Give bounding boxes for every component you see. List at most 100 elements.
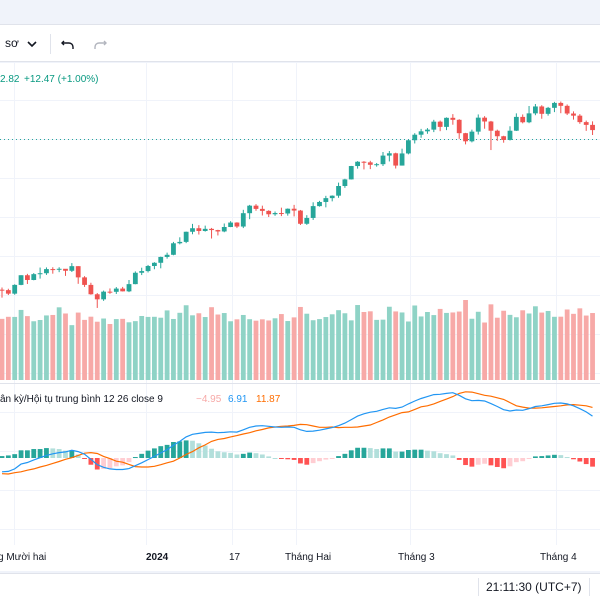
- candle-body: [145, 266, 151, 272]
- macd-histogram-bar: [88, 458, 94, 465]
- macd-histogram-bar: [113, 458, 119, 467]
- volume-bar: [234, 319, 240, 380]
- volume-bar: [571, 313, 576, 380]
- volume-bar: [56, 307, 62, 380]
- candle-body: [291, 208, 297, 211]
- candle-body: [406, 140, 411, 154]
- macd-histogram-bar: [202, 445, 208, 458]
- candle-body: [196, 228, 202, 231]
- candle-body: [202, 228, 208, 231]
- candle-body: [564, 105, 570, 114]
- macd-histogram-bar: [221, 452, 227, 458]
- candle-body: [25, 275, 30, 280]
- macd-histogram-bar: [501, 458, 507, 469]
- volume-bar: [18, 309, 24, 380]
- volume-bar: [190, 315, 195, 380]
- volume-bar: [5, 316, 11, 380]
- time-axis[interactable]: g Mười hai 2024 17 Tháng Hai Tháng 3 Thá…: [0, 552, 577, 563]
- candle-body: [5, 290, 11, 294]
- macd-histogram-bar: [329, 458, 335, 459]
- macd-histogram-bar: [12, 454, 18, 458]
- volume-bar: [539, 312, 545, 380]
- macd-histogram-bar: [177, 441, 183, 458]
- candle-body: [342, 179, 348, 186]
- volume-bar: [545, 310, 551, 380]
- volume-bars: [0, 300, 595, 380]
- volume-bar: [431, 315, 437, 380]
- candle-body: [348, 166, 354, 180]
- macd-histogram-bar: [558, 455, 564, 458]
- volume-bar: [367, 311, 373, 380]
- timeframe-selector-label[interactable]: sơ: [5, 36, 19, 50]
- candle-body: [552, 102, 557, 108]
- volume-bar: [279, 314, 284, 380]
- macd-histogram-bar: [418, 449, 424, 458]
- macd-histogram-bar: [469, 458, 475, 467]
- volume-bar: [221, 313, 227, 380]
- volume-bar: [215, 314, 221, 380]
- macd-histogram-bar: [526, 458, 532, 459]
- macd-histogram-bar: [323, 458, 329, 460]
- redo-icon[interactable]: [90, 34, 110, 54]
- macd-signal-line: [1, 391, 593, 475]
- macd-histogram-bar: [342, 453, 348, 458]
- candle-body: [18, 275, 24, 285]
- chart-area[interactable]: 2.82 +12.47 (+1.00%) ân kỳ/Hội tụ trung …: [0, 63, 600, 571]
- macd-histogram-bar: [450, 455, 456, 458]
- macd-histogram-bar: [539, 456, 545, 458]
- macd-histogram-bar: [545, 455, 551, 458]
- macd-histogram-bar: [374, 449, 380, 458]
- macd-histogram-bar: [107, 458, 113, 469]
- candle-body: [425, 129, 430, 132]
- candle-body: [234, 222, 240, 227]
- candle-body: [50, 269, 56, 271]
- candle-body: [520, 116, 526, 123]
- macd-histogram-bar: [126, 458, 132, 463]
- macd-histogram-bar: [44, 448, 49, 458]
- chevron-down-icon[interactable]: [22, 34, 42, 54]
- macd-histogram-bar: [247, 452, 253, 458]
- candle-body: [266, 210, 272, 215]
- candle-body: [469, 131, 475, 142]
- volume-bar: [577, 308, 583, 380]
- macd-histogram-bar: [25, 450, 30, 458]
- undo-icon[interactable]: [58, 34, 78, 54]
- volume-bar: [285, 321, 291, 380]
- volume-bar: [69, 325, 75, 380]
- volume-bar: [240, 314, 246, 380]
- time-axis-label: 17: [229, 552, 241, 563]
- macd-histogram-bar: [583, 458, 589, 465]
- candle-body: [475, 117, 481, 132]
- candle-body: [253, 205, 259, 209]
- macd-histogram-bar: [215, 451, 221, 458]
- candle-body: [539, 106, 545, 114]
- macd-line: [1, 392, 593, 473]
- volume-bar: [152, 316, 157, 380]
- volume-bar: [558, 316, 564, 380]
- time-axis-label: 2024: [146, 552, 169, 563]
- candle-body: [221, 227, 227, 232]
- macd-label[interactable]: ân kỳ/Hội tụ trung bình 12 26 close 9: [0, 394, 163, 405]
- volume-bar: [44, 315, 49, 380]
- candle-body: [310, 206, 316, 218]
- volume-bar: [259, 319, 265, 380]
- candle-body: [399, 153, 405, 166]
- candle-body: [158, 256, 164, 263]
- volume-bar: [590, 313, 595, 380]
- macd-histogram-bar: [69, 450, 75, 458]
- candle-body: [132, 272, 138, 285]
- chart-canvas[interactable]: 2.82 +12.47 (+1.00%) ân kỳ/Hội tụ trung …: [0, 63, 600, 571]
- volume-bar: [0, 318, 5, 380]
- toolbar-divider: [50, 34, 51, 54]
- volume-bar: [298, 306, 303, 380]
- candle-body: [209, 228, 214, 231]
- macd-histogram-bar: [380, 448, 386, 458]
- candle-body: [545, 107, 551, 114]
- candle-body: [444, 117, 449, 127]
- volume-bar: [450, 312, 456, 380]
- time-axis-label: Tháng 4: [540, 552, 577, 563]
- volume-bar: [247, 319, 253, 380]
- clock-readout[interactable]: 21:11:30 (UTC+7): [486, 580, 582, 594]
- candle-body: [380, 155, 386, 165]
- macd-histogram-bar: [310, 458, 316, 464]
